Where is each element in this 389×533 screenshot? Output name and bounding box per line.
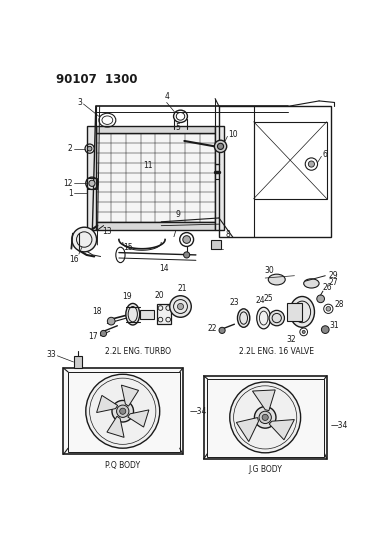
Bar: [158, 304, 171, 324]
Text: 11: 11: [144, 161, 153, 170]
Bar: [254, 122, 327, 199]
Text: 29: 29: [328, 271, 338, 280]
Text: 9: 9: [175, 211, 180, 220]
Bar: [219, 106, 331, 237]
Text: 12: 12: [63, 179, 73, 188]
Circle shape: [89, 180, 95, 187]
Bar: [215, 126, 224, 230]
Text: 31: 31: [330, 321, 340, 330]
Circle shape: [262, 414, 268, 421]
Text: 7: 7: [172, 230, 177, 239]
Circle shape: [230, 382, 301, 453]
Text: 27: 27: [328, 278, 338, 287]
Polygon shape: [121, 385, 138, 406]
Text: 13: 13: [102, 227, 112, 236]
Bar: [211, 239, 221, 249]
Text: 2: 2: [68, 144, 73, 153]
Bar: [63, 368, 183, 454]
Text: 10: 10: [228, 130, 238, 139]
Circle shape: [170, 296, 191, 317]
Bar: [96, 222, 215, 230]
Ellipse shape: [257, 308, 271, 329]
Text: 18: 18: [93, 308, 102, 317]
Ellipse shape: [126, 303, 140, 325]
Bar: [203, 376, 327, 459]
Text: 19: 19: [122, 292, 131, 301]
Bar: [96, 126, 215, 133]
Text: —34: —34: [331, 421, 348, 430]
Text: 4: 4: [164, 92, 169, 101]
Text: 20: 20: [155, 290, 165, 300]
Circle shape: [254, 407, 276, 428]
Ellipse shape: [268, 274, 285, 285]
Circle shape: [308, 161, 314, 167]
Text: 3: 3: [77, 98, 82, 107]
Text: 5: 5: [175, 123, 180, 132]
Ellipse shape: [290, 296, 314, 327]
Polygon shape: [96, 395, 117, 413]
Polygon shape: [128, 410, 149, 427]
Ellipse shape: [304, 279, 319, 288]
Bar: [74, 356, 82, 368]
Circle shape: [107, 317, 115, 325]
Text: 90107  1300: 90107 1300: [56, 73, 137, 86]
Circle shape: [269, 310, 284, 326]
Text: 26: 26: [323, 283, 333, 292]
Text: 15: 15: [123, 243, 133, 252]
Bar: [96, 133, 215, 222]
Circle shape: [177, 303, 184, 310]
Text: 2.2L ENG. TURBO: 2.2L ENG. TURBO: [105, 348, 171, 357]
Text: —34: —34: [190, 407, 207, 416]
Circle shape: [214, 140, 227, 152]
Ellipse shape: [237, 309, 250, 327]
Circle shape: [184, 252, 190, 258]
Bar: [87, 126, 96, 230]
Bar: [87, 178, 97, 189]
Text: 6: 6: [323, 150, 328, 159]
Text: J.G BODY: J.G BODY: [248, 465, 282, 474]
Circle shape: [120, 408, 126, 414]
Text: 32: 32: [286, 335, 296, 344]
Circle shape: [86, 374, 160, 448]
Circle shape: [317, 295, 324, 303]
Text: 16: 16: [69, 255, 79, 264]
Polygon shape: [269, 419, 294, 440]
Circle shape: [112, 400, 133, 422]
Text: 1: 1: [68, 189, 73, 198]
Circle shape: [321, 326, 329, 334]
Circle shape: [100, 330, 107, 336]
Bar: [287, 303, 302, 321]
Text: 14: 14: [159, 264, 168, 273]
Text: 33: 33: [46, 350, 56, 359]
Circle shape: [217, 143, 224, 149]
Polygon shape: [252, 390, 275, 410]
Text: 25: 25: [263, 294, 273, 303]
Bar: [140, 310, 154, 319]
Circle shape: [72, 227, 96, 252]
Circle shape: [87, 147, 92, 151]
Bar: [207, 379, 324, 457]
Text: 30: 30: [264, 266, 274, 275]
Text: 23: 23: [230, 298, 239, 308]
Text: 24: 24: [256, 296, 265, 305]
Text: 28: 28: [335, 300, 344, 309]
Text: 2.2L ENG. 16 VALVE: 2.2L ENG. 16 VALVE: [239, 348, 314, 357]
Bar: [68, 372, 180, 452]
Text: 17: 17: [88, 332, 97, 341]
Circle shape: [259, 411, 272, 424]
Circle shape: [302, 330, 305, 334]
Text: 8: 8: [225, 230, 230, 239]
Text: P.Q BODY: P.Q BODY: [105, 461, 140, 470]
Circle shape: [117, 405, 129, 417]
Circle shape: [326, 306, 331, 311]
Text: 21: 21: [177, 285, 187, 294]
Polygon shape: [237, 417, 259, 441]
Text: 22: 22: [208, 324, 217, 333]
Polygon shape: [107, 416, 124, 438]
Circle shape: [183, 236, 191, 244]
Circle shape: [219, 327, 225, 334]
